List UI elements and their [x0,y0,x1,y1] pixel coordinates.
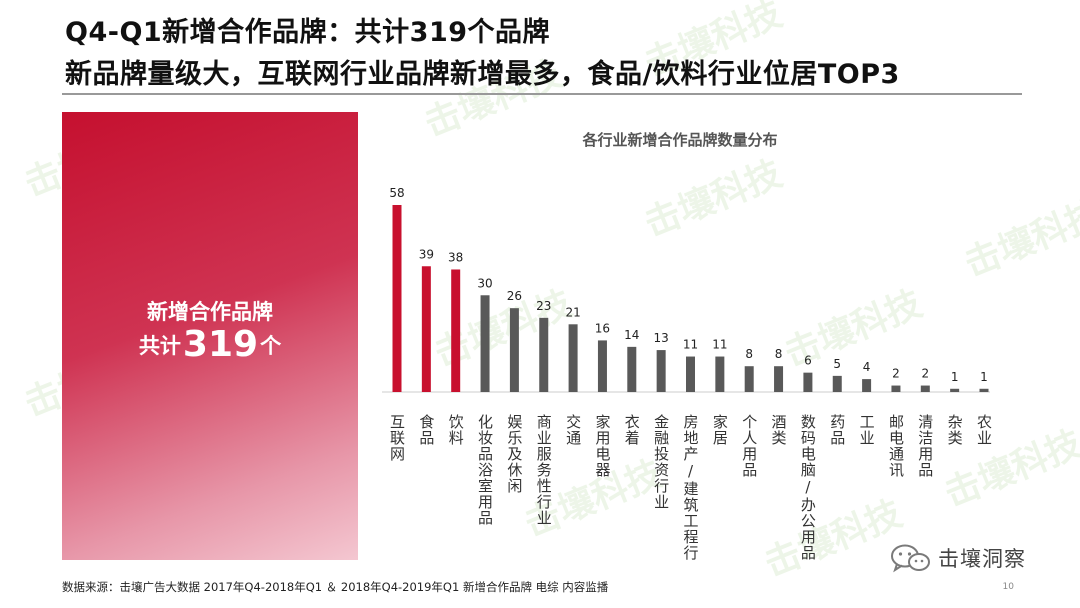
category-label: 家用电器 [593,414,611,478]
bar-value-label: 4 [863,360,871,374]
bar-value-label: 23 [536,299,551,313]
bar-17 [862,379,872,392]
category-label: 房地产/建筑工程行业 [682,414,700,560]
category-label: 交通 [564,413,582,446]
bar-4 [480,295,490,392]
category-label: 衣着 [623,414,641,446]
data-source: 数据来源：击壤广告大数据 2017年Q4-2018年Q1 ＆ 2018年Q4-2… [62,580,609,594]
page-subtitle: 新品牌量级大，互联网行业品牌新增最多，食品/饮料行业位居TOP3 [65,59,900,90]
wechat-icon [891,544,930,573]
category-label: 酒类 [770,414,788,446]
bar-value-label: 11 [712,338,727,352]
summary-panel [62,112,358,560]
category-label: 邮电通讯 [887,414,905,478]
bar-2 [421,266,431,392]
category-label: 数码电脑/办公用品 [799,414,817,560]
bar-16 [832,375,842,392]
bar-21 [979,388,989,392]
bar-18 [891,385,901,392]
bar-value-label: 30 [477,276,492,290]
bar-19 [920,385,930,392]
summary-total-prefix: 共计 [138,334,181,358]
page-title: Q4-Q1新增合作品牌：共计319个品牌 [65,17,551,48]
bar-3 [451,269,461,392]
bar-value-label: 21 [565,305,580,319]
category-label: 家居 [711,414,729,446]
bar-value-label: 14 [624,328,639,342]
category-label: 化妆品浴室用品 [476,414,494,526]
title-divider [62,93,1022,95]
category-label: 娱乐及休闲 [505,414,523,494]
category-label: 饮料 [447,414,465,446]
page-number: 10 [1002,582,1014,592]
bar-5 [509,308,519,392]
bar-value-label: 6 [804,354,812,368]
category-label: 工业 [858,414,876,446]
category-label: 农业 [975,414,993,446]
bar-value-label: 8 [745,347,753,361]
bar-value-label: 1 [951,370,959,384]
bar-9 [627,346,637,392]
summary-total: 共计319个 [62,324,358,365]
bar-value-label: 16 [595,321,610,335]
bar-10 [656,350,666,392]
bar-value-label: 26 [507,289,522,303]
category-label: 清洁用品 [916,414,934,478]
chart-title: 各行业新增合作品牌数量分布 [581,131,777,149]
category-label: 食品 [417,414,435,446]
bar-14 [774,366,784,392]
bar-value-label: 38 [448,250,463,264]
summary-total-suffix: 个 [260,334,282,358]
bar-value-label: 2 [921,367,929,381]
brand-name: 击壤洞察 [938,547,1026,571]
bar-value-label: 11 [683,338,698,352]
summary-total-value: 319 [182,324,259,365]
bar-13 [744,366,754,392]
bar-value-label: 8 [775,347,783,361]
brand: 击壤洞察 [890,543,1026,573]
category-label: 个人用品 [740,414,758,478]
bar-11 [686,356,695,392]
industry-bar-chart: 各行业新增合作品牌数量分布 58互联网39食品38饮料30化妆品浴室用品26娱乐… [382,131,993,560]
category-label: 药品 [828,414,846,446]
bar-8 [597,340,607,392]
bar-7 [568,324,578,392]
bar-1 [392,205,402,392]
bar-15 [803,372,813,392]
bar-value-label: 1 [980,370,988,384]
bar-value-label: 58 [389,186,404,200]
category-label: 互联网 [388,414,406,462]
category-label: 杂类 [946,414,964,446]
category-label: 商业服务性行业 [535,414,553,526]
bar-value-label: 39 [419,247,434,261]
bar-value-label: 5 [833,357,841,371]
bar-value-label: 2 [892,367,900,381]
bar-value-label: 13 [654,331,669,345]
summary-label: 新增合作品牌 [147,300,273,324]
bar-12 [715,356,725,392]
bar-6 [539,317,549,392]
category-label: 金融投资行业 [652,414,670,510]
bar-20 [950,388,960,392]
